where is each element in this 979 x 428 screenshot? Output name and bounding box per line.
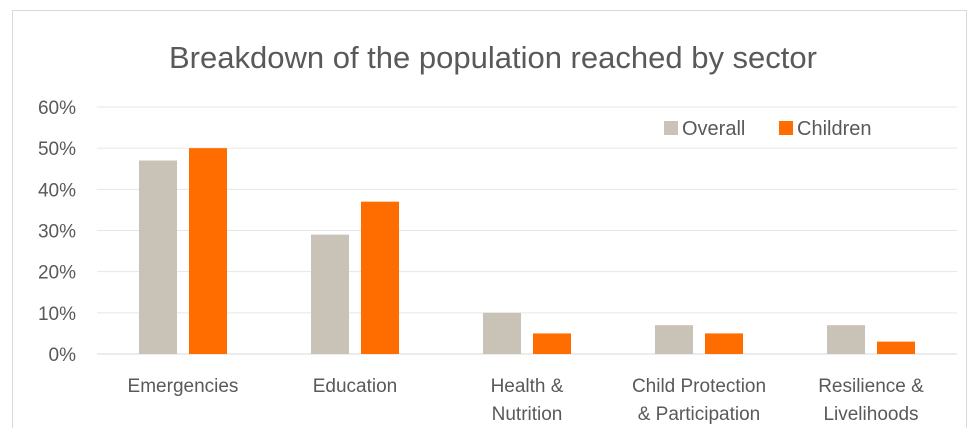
bars [139, 148, 915, 354]
bar-children-2 [533, 333, 571, 354]
y-tick-label: 10% [38, 304, 76, 325]
y-tick-label: 0% [49, 345, 77, 366]
x-category-label: Child Protection [632, 376, 766, 397]
bar-children-0 [189, 148, 227, 354]
bar-overall-4 [827, 325, 865, 354]
y-tick-label: 40% [38, 180, 76, 201]
legend-label-children: Children [797, 118, 871, 140]
bar-children-4 [877, 341, 915, 354]
chart-title: Breakdown of the population reached by s… [169, 40, 817, 75]
legend-swatch-children [779, 121, 793, 135]
bar-children-3 [705, 333, 743, 354]
bar-children-1 [361, 201, 399, 354]
x-category-label: Livelihoods [823, 404, 918, 425]
y-tick-label: 50% [38, 139, 76, 160]
x-category-label: & Participation [638, 404, 761, 425]
legend: Overall Children [664, 118, 871, 140]
x-category-label: Emergencies [128, 376, 239, 397]
x-category-label: Health & [491, 376, 564, 397]
bar-overall-1 [311, 234, 349, 354]
y-tick-label: 20% [38, 263, 76, 284]
y-tick-label: 30% [38, 222, 76, 243]
legend-label-overall: Overall [682, 118, 745, 140]
x-axis-labels: Emergencies Education Health & Nutrition Chi… [128, 376, 925, 425]
x-category-label: Nutrition [492, 404, 563, 425]
x-category-label: Resilience & [818, 376, 924, 397]
bar-overall-3 [655, 325, 693, 354]
y-tick-label: 60% [38, 98, 76, 119]
y-axis-ticks: 0% 10% 20% 30% 40% 50% 60% [38, 98, 76, 366]
bar-overall-2 [483, 312, 521, 354]
gridlines [97, 106, 957, 355]
bar-overall-0 [139, 160, 177, 354]
legend-swatch-overall [664, 121, 678, 135]
x-category-label: Education [313, 376, 398, 397]
